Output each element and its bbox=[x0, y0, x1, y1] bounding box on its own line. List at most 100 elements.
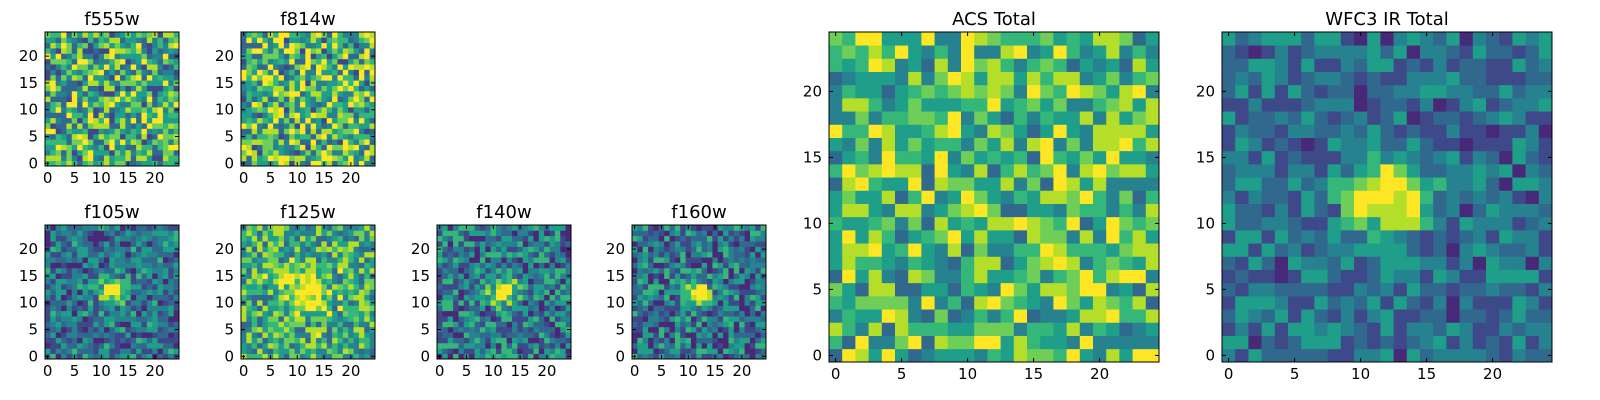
heatmap-cell bbox=[251, 353, 258, 360]
heatmap-cell bbox=[696, 348, 703, 354]
heatmap-cell bbox=[544, 246, 550, 253]
heatmap-cell bbox=[1013, 150, 1028, 165]
heatmap-cell bbox=[246, 230, 253, 237]
heatmap-cell bbox=[109, 332, 116, 338]
heatmap-cell bbox=[364, 133, 370, 140]
heatmap-cell bbox=[680, 294, 686, 301]
heatmap-cell bbox=[77, 123, 83, 129]
heatmap-cell bbox=[696, 294, 703, 301]
y-tick-label: 20 bbox=[606, 240, 625, 258]
heatmap-cell bbox=[749, 332, 756, 338]
heatmap-cell bbox=[485, 262, 491, 269]
heatmap-cell bbox=[1040, 256, 1054, 270]
heatmap-cell bbox=[321, 348, 328, 354]
heatmap-cell bbox=[294, 144, 301, 151]
heatmap-cell bbox=[1472, 216, 1487, 231]
heatmap-cell bbox=[273, 69, 279, 76]
heatmap-cell bbox=[103, 128, 110, 135]
heatmap-cell bbox=[364, 80, 370, 86]
heatmap-cell bbox=[130, 294, 137, 301]
heatmap-cell bbox=[299, 332, 306, 338]
heatmap-cell bbox=[1040, 177, 1054, 191]
heatmap-cell bbox=[77, 85, 83, 92]
heatmap-cell bbox=[310, 257, 317, 263]
heatmap-cell bbox=[463, 251, 470, 258]
heatmap-cell bbox=[87, 235, 94, 242]
heatmap-cell bbox=[337, 37, 344, 44]
heatmap-cell bbox=[353, 107, 360, 113]
heatmap-cell bbox=[669, 262, 676, 269]
heatmap-cell bbox=[1472, 296, 1487, 310]
heatmap-cell bbox=[1499, 335, 1513, 350]
heatmap-cell bbox=[495, 257, 502, 263]
heatmap-cell bbox=[908, 190, 922, 204]
heatmap-cell bbox=[299, 107, 306, 113]
heatmap-cell bbox=[658, 278, 665, 285]
heatmap-cell bbox=[114, 342, 121, 349]
heatmap-cell bbox=[680, 230, 686, 237]
heatmap-cell bbox=[739, 278, 745, 285]
heatmap-cell bbox=[299, 305, 306, 312]
heatmap-cell bbox=[141, 155, 148, 161]
heatmap-cell bbox=[348, 289, 354, 296]
heatmap-cell bbox=[262, 74, 269, 81]
heatmap-cell bbox=[262, 85, 269, 92]
heatmap-cell bbox=[120, 101, 126, 108]
heatmap-cell bbox=[71, 101, 78, 108]
heatmap-cell bbox=[1499, 177, 1513, 191]
heatmap-cell bbox=[728, 316, 735, 322]
heatmap-cell bbox=[495, 332, 502, 338]
heatmap-cell bbox=[690, 262, 697, 269]
heatmap-cell bbox=[1406, 309, 1421, 323]
heatmap-cell bbox=[120, 262, 126, 269]
y-tick-label: 0 bbox=[615, 347, 625, 365]
heatmap-cell bbox=[987, 256, 1001, 270]
heatmap-cell bbox=[267, 69, 274, 76]
heatmap-cell bbox=[173, 144, 180, 151]
heatmap-cell bbox=[881, 98, 896, 112]
heatmap-cell bbox=[273, 251, 279, 258]
heatmap-cell bbox=[66, 337, 73, 344]
heatmap-cell bbox=[1053, 230, 1067, 244]
heatmap-cell bbox=[1393, 203, 1408, 218]
heatmap-cell bbox=[109, 32, 116, 38]
heatmap-cell bbox=[1406, 243, 1421, 257]
heatmap-cell bbox=[103, 273, 110, 279]
heatmap-cell bbox=[136, 149, 142, 156]
heatmap-cell bbox=[463, 230, 470, 237]
heatmap-cell bbox=[1027, 282, 1041, 297]
heatmap-cell bbox=[241, 321, 247, 328]
heatmap-cell bbox=[337, 42, 344, 49]
heatmap-cell bbox=[1079, 243, 1094, 257]
heatmap-cell bbox=[680, 310, 686, 317]
heatmap-cell bbox=[337, 112, 344, 119]
heatmap-cell bbox=[463, 262, 470, 269]
heatmap-cell bbox=[50, 342, 57, 349]
heatmap-cell bbox=[733, 305, 740, 312]
heatmap-cell bbox=[680, 342, 686, 349]
heatmap-cell bbox=[98, 139, 105, 145]
heatmap-cell bbox=[332, 69, 338, 76]
heatmap-cell bbox=[326, 128, 333, 135]
heatmap-cell bbox=[1145, 84, 1160, 99]
heatmap-cell bbox=[246, 332, 253, 338]
heatmap-cell bbox=[560, 246, 566, 253]
heatmap-cell bbox=[251, 144, 258, 151]
heatmap-cell bbox=[316, 128, 322, 135]
heatmap-cell bbox=[294, 342, 301, 349]
heatmap-cell bbox=[77, 230, 83, 237]
heatmap-cell bbox=[358, 123, 365, 129]
heatmap-cell bbox=[829, 124, 843, 138]
heatmap-cell bbox=[152, 262, 158, 269]
heatmap-cell bbox=[442, 273, 449, 279]
heatmap-cell bbox=[358, 144, 365, 151]
heatmap-cell bbox=[321, 300, 328, 306]
heatmap-cell bbox=[490, 310, 497, 317]
heatmap-cell bbox=[136, 278, 142, 285]
heatmap-cell bbox=[273, 128, 279, 135]
heatmap-cell bbox=[168, 48, 174, 54]
heatmap-cell bbox=[1093, 269, 1107, 284]
heatmap-cell bbox=[125, 235, 132, 242]
heatmap-cell bbox=[299, 64, 306, 70]
heatmap-cell bbox=[310, 241, 317, 247]
